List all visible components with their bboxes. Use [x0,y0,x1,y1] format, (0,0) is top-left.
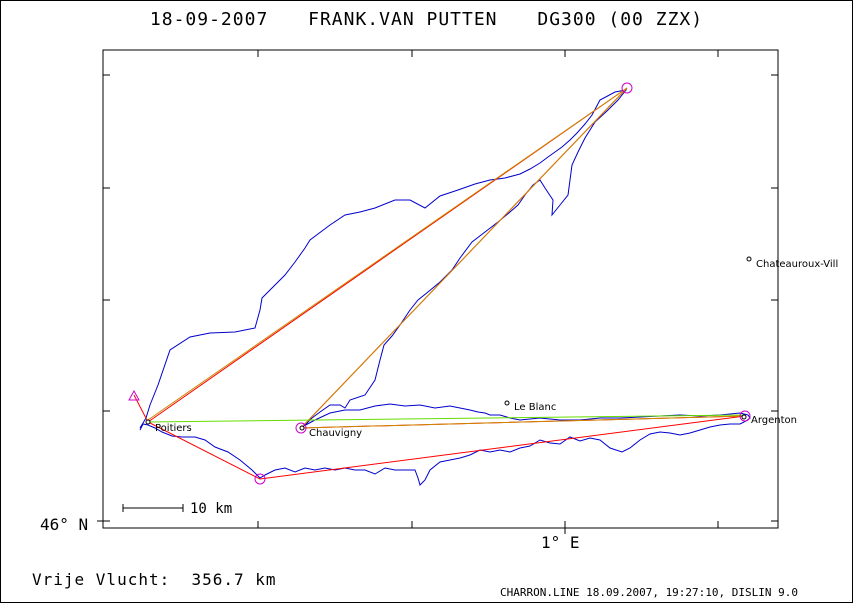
distance-label: Vrije Vlucht: [32,570,171,589]
optimized-line [147,87,746,429]
place-marker-icon [746,256,752,262]
longitude-label: 1° E [541,533,580,552]
footer-info: CHARRON.LINE 18.09.2007, 19:27:10, DISLI… [500,586,799,599]
page-title: 18-09-2007 FRANK.VAN PUTTEN DG300 (00 ZZ… [0,9,853,30]
latitude-label: 46° N [40,515,89,534]
place-markers [145,256,752,431]
start-triangle-icon [128,389,140,401]
place-label: Le Blanc [514,402,556,413]
flight-date: 18-09-2007 [149,9,269,30]
place-marker-icon [741,414,747,420]
pilot-name: FRANK.VAN PUTTEN [308,9,498,30]
turnpoint-circle-icon [739,410,751,422]
scale-bar-label: 10 km [190,501,232,517]
axis-ticks [97,50,778,534]
distance-value: 356.7 km [191,570,277,589]
glider-name: DG300 (00 ZZX) [537,9,704,30]
turnpoint-circle-icon [254,473,266,485]
place-label: Poitiers [155,423,192,434]
place-label: Chateauroux-Vill [756,259,838,270]
place-marker-icon [145,419,151,425]
closing-line [147,414,746,423]
turnpoint-circle-icon [295,422,307,434]
place-label: Chauvigny [309,428,362,439]
place-label: Argenton [751,415,797,426]
turnpoints [128,82,751,485]
turnpoint-circle-icon [621,82,633,94]
place-marker-icon [299,425,305,431]
plot-frame [102,49,779,529]
distance-readout: Vrije Vlucht: 356.7 km [32,570,277,589]
scale-bar [122,504,184,512]
gps-track [139,89,751,486]
place-marker-icon [504,400,510,406]
